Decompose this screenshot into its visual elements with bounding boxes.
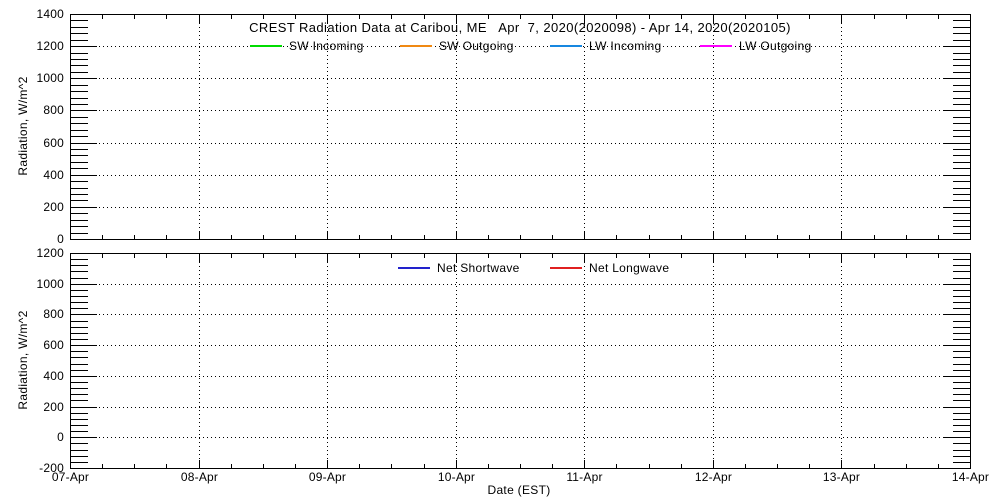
legend-swatch-sw-incoming [250, 45, 282, 47]
legend-swatch-sw-outgoing [400, 45, 432, 47]
legend-item-sw-outgoing: SW Outgoing [400, 38, 514, 54]
y-tick-label: 400 [43, 168, 64, 182]
y-tick-label: 1000 [36, 277, 64, 291]
legend-label-lw-outgoing: LW Outgoing [739, 39, 812, 53]
y-tick-label: -200 [39, 461, 64, 475]
legend-item-lw-incoming: LW Incoming [550, 38, 661, 54]
legend-label-lw-incoming: LW Incoming [589, 39, 662, 53]
y-tick-label: 600 [43, 136, 64, 150]
x-axis-label: Date (EST) [487, 483, 551, 497]
legend-item-sw-incoming: SW Incoming [250, 38, 364, 54]
x-tick-label: 12-Apr [694, 470, 733, 484]
legend-item-lw-outgoing: LW Outgoing [700, 38, 811, 54]
y-tick-label: 1000 [36, 71, 64, 85]
legend-swatch-lw-incoming [550, 45, 582, 47]
bottom-panel-y-axis-label: Radiation, W/m^2 [16, 310, 30, 410]
y-tick-label: 1200 [36, 39, 64, 53]
legend-item-net-shortwave: Net Shortwave [398, 260, 520, 276]
legend-label-sw-incoming: SW Incoming [289, 39, 364, 53]
legend-swatch-lw-outgoing [700, 45, 732, 47]
y-tick-label: 0 [57, 232, 64, 246]
y-tick-label: 400 [43, 369, 64, 383]
y-tick-label: 600 [43, 338, 64, 352]
y-tick-label: 1400 [36, 7, 64, 21]
x-tick-label: 10-Apr [437, 470, 476, 484]
y-tick-label: 800 [43, 103, 64, 117]
x-tick-label: 11-Apr [566, 470, 603, 484]
y-tick-label: 800 [43, 307, 64, 321]
legend-swatch-net-longwave [550, 267, 582, 269]
legend-item-net-longwave: Net Longwave [550, 260, 669, 276]
x-tick-label: 13-Apr [822, 470, 861, 484]
y-tick-label: 1200 [36, 246, 64, 260]
legend-label-sw-outgoing: SW Outgoing [439, 39, 514, 53]
legend-label-net-shortwave: Net Shortwave [437, 261, 520, 275]
x-tick-label: 14-Apr [951, 470, 990, 484]
legend-label-net-longwave: Net Longwave [589, 261, 670, 275]
chart-title: CREST Radiation Data at Caribou, ME Apr … [249, 20, 791, 35]
y-tick-label: 0 [57, 430, 64, 444]
x-tick-label: 09-Apr [308, 470, 347, 484]
legend-swatch-net-shortwave [398, 267, 430, 269]
x-tick-label: 07-Apr [51, 470, 90, 484]
x-tick-label: 08-Apr [180, 470, 219, 484]
top-panel-y-axis-label: Radiation, W/m^2 [16, 76, 30, 176]
y-tick-label: 200 [43, 200, 64, 214]
y-tick-label: 200 [43, 400, 64, 414]
